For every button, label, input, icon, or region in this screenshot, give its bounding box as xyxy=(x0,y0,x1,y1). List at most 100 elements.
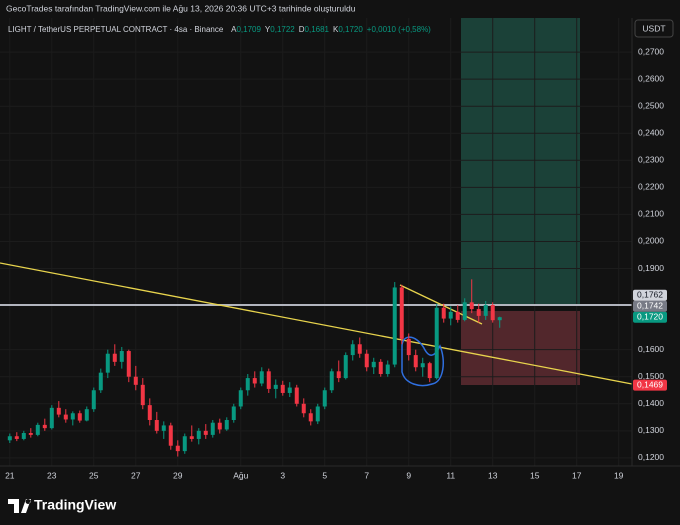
candle-body xyxy=(434,307,439,379)
candle-body xyxy=(217,422,222,430)
y-tick-label: 0,2300 xyxy=(638,155,664,165)
y-tick-label: 0,2000 xyxy=(638,236,664,246)
banner: GecoTrades tarafından TradingView.com il… xyxy=(6,3,356,13)
currency-box xyxy=(634,19,674,38)
highlight-curve xyxy=(401,336,445,387)
x-tick-label: 29 xyxy=(173,470,183,480)
candle-body xyxy=(42,424,47,429)
legend-value: 0,1722 xyxy=(270,25,295,34)
candle-body xyxy=(231,406,236,421)
price-label-box xyxy=(633,379,667,391)
candle-body xyxy=(133,376,138,385)
brand: TradingView xyxy=(34,497,116,513)
candle-body xyxy=(266,371,271,389)
candle-body xyxy=(385,364,390,375)
candle-body xyxy=(91,390,96,410)
legend-key: D xyxy=(299,25,305,34)
candle-body xyxy=(406,338,411,356)
y-tick-label: 0,1900 xyxy=(638,263,664,273)
candles xyxy=(7,279,502,457)
x-tick-label: 27 xyxy=(131,470,141,480)
x-tick-label: 5 xyxy=(322,470,327,480)
y-tick-label: 0,1600 xyxy=(638,344,664,354)
y-tick-label: 0,1200 xyxy=(638,452,664,462)
axes: 0,2700 0,2600 0,2500 0,2400 0,2300 0,2200 0,21… xyxy=(5,46,667,480)
footer xyxy=(0,487,680,525)
candle-body xyxy=(392,287,397,365)
candle-body xyxy=(112,353,117,362)
target-zone xyxy=(461,18,580,305)
x-tick-label: 21 xyxy=(5,470,15,480)
candle-body xyxy=(259,371,264,384)
price-label: 0,1469 xyxy=(637,379,663,389)
candle-body xyxy=(308,413,313,422)
legend-key: A xyxy=(231,25,237,34)
candle-body xyxy=(462,302,467,320)
legend-key: Y xyxy=(265,25,271,34)
candle-body xyxy=(399,287,404,339)
candle-body xyxy=(287,387,292,393)
x-tick-label: 13 xyxy=(488,470,498,480)
trend-line xyxy=(0,262,633,385)
candle-body xyxy=(469,302,474,310)
price-label: 0,1742 xyxy=(637,300,663,310)
candle-body xyxy=(175,445,180,452)
x-tick-label: 23 xyxy=(47,470,57,480)
y-tick-label: 0,2500 xyxy=(638,100,664,110)
candle-body xyxy=(154,420,159,431)
candle-body xyxy=(350,344,355,356)
candle-body xyxy=(70,413,75,420)
candle-body xyxy=(413,355,418,368)
candle-body xyxy=(252,378,257,384)
candle-body xyxy=(497,317,502,321)
candle-body xyxy=(21,432,26,439)
x-tick-label: Ağu xyxy=(233,470,248,480)
y-tick-label: 0,1300 xyxy=(638,425,664,435)
candle-body xyxy=(84,409,89,421)
candle-body xyxy=(14,436,19,439)
candle-body xyxy=(28,432,33,435)
x-tick-label: 3 xyxy=(280,470,285,480)
candle-body xyxy=(210,422,215,435)
y-tick-label: 0,1500 xyxy=(638,371,664,381)
candle-body xyxy=(7,436,12,441)
candle-body xyxy=(245,378,250,391)
x-tick-label: 7 xyxy=(364,470,369,480)
drawings xyxy=(0,262,633,387)
candle-body xyxy=(35,424,40,435)
candle-body xyxy=(476,309,481,316)
x-tick-label: 9 xyxy=(406,470,411,480)
candle-body xyxy=(378,361,383,375)
price-label-box xyxy=(633,311,667,323)
candle-body xyxy=(455,311,460,320)
candle-body xyxy=(441,307,446,319)
legend-value: 0,1709 xyxy=(236,25,261,34)
candle-body xyxy=(77,413,82,421)
price-label: 0,1762 xyxy=(637,289,663,299)
trend-line-short xyxy=(399,284,483,325)
candle-body xyxy=(147,405,152,421)
candle-body xyxy=(203,430,208,435)
candle-body xyxy=(483,305,488,316)
y-tick-label: 0,2600 xyxy=(638,73,664,83)
x-tick-label: 17 xyxy=(572,470,582,480)
candle-body xyxy=(322,390,327,407)
header: LIGHT / TetherUS PERPETUAL CONTRACT · 4s… xyxy=(8,25,431,34)
x-tick-label: 11 xyxy=(446,470,455,480)
candle-body xyxy=(189,436,194,439)
price-label-box xyxy=(633,289,667,301)
candle-body xyxy=(427,363,432,379)
candle-body xyxy=(56,407,61,415)
x-tick-label: 19 xyxy=(614,470,624,480)
candle-body xyxy=(280,384,285,393)
candle-body xyxy=(140,384,145,406)
y-tick-label: 0,2400 xyxy=(638,127,664,137)
candle-body xyxy=(420,363,425,368)
legend-key: K xyxy=(333,25,339,34)
candle-body xyxy=(329,371,334,391)
backdrop xyxy=(461,18,580,385)
candle-body xyxy=(49,407,54,429)
candle-body xyxy=(301,403,306,414)
